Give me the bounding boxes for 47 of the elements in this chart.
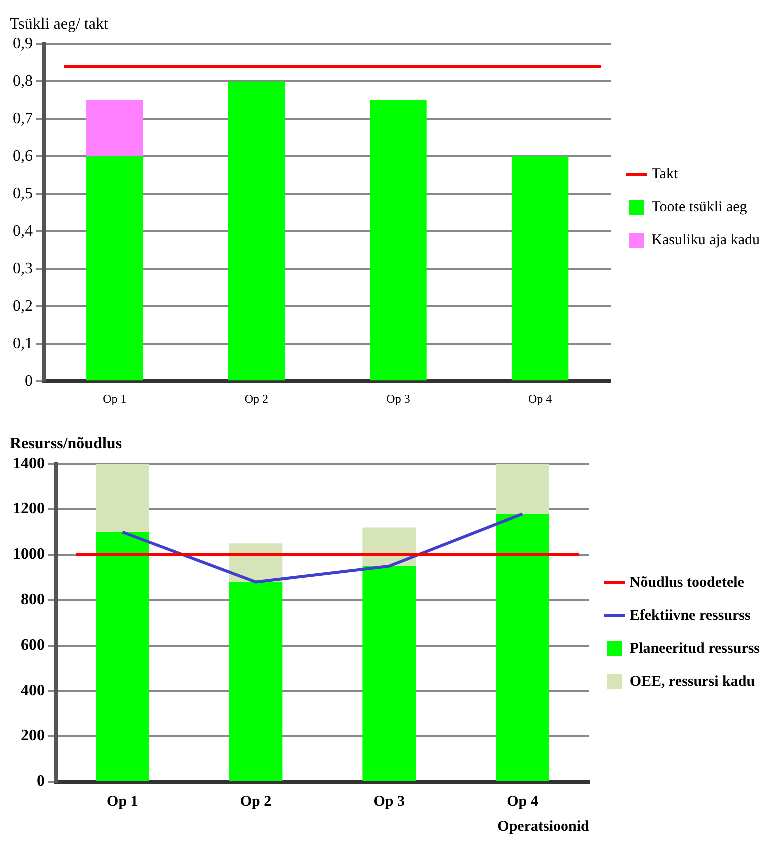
y-tick-label: 0 bbox=[25, 372, 33, 390]
bar bbox=[96, 464, 150, 532]
bar bbox=[96, 532, 150, 781]
y-tick-label: 600 bbox=[21, 636, 45, 654]
legend-label: Takt bbox=[652, 166, 679, 182]
legend-label: OEE, ressursi kadu bbox=[630, 674, 756, 690]
bar bbox=[362, 566, 416, 781]
y-tick-label: 0,3 bbox=[13, 260, 33, 278]
x-tick-label: Op 2 bbox=[244, 392, 269, 406]
x-tick-label: Op 4 bbox=[528, 392, 552, 406]
bar bbox=[496, 514, 550, 781]
y-tick-label: 0,2 bbox=[13, 298, 33, 315]
bar bbox=[86, 156, 144, 381]
x-axis-title: Operatsioonid bbox=[498, 818, 590, 835]
y-tick-label: 0,9 bbox=[13, 35, 33, 52]
y-tick-label: 200 bbox=[21, 728, 45, 745]
y-axis-title: Resurss/nõudlus bbox=[10, 436, 122, 453]
bar bbox=[228, 82, 286, 381]
x-tick-label: Op 3 bbox=[386, 392, 410, 406]
y-tick-label: 1400 bbox=[13, 455, 45, 472]
legend-label: Nõudlus toodetele bbox=[630, 574, 745, 591]
legend-label: Planeeritud ressurss bbox=[630, 640, 760, 657]
x-tick-label: Op 1 bbox=[107, 794, 138, 810]
bar bbox=[512, 156, 569, 381]
legend-label: Kasuliku aja kadu bbox=[652, 232, 760, 248]
y-tick-label: 0 bbox=[37, 773, 45, 790]
x-tick-label: Op 2 bbox=[240, 794, 272, 810]
y-tick-label: 0,8 bbox=[13, 72, 33, 90]
legend-label: Efektiivne ressurss bbox=[630, 608, 751, 624]
y-tick-label: 0,1 bbox=[13, 335, 33, 352]
y-axis-title: Tsükli aeg/ takt bbox=[10, 16, 109, 33]
bar bbox=[229, 582, 283, 781]
y-tick-label: 1200 bbox=[13, 500, 45, 518]
y-tick-label: 0,6 bbox=[13, 148, 33, 165]
y-tick-label: 800 bbox=[21, 592, 45, 609]
x-tick-label: Op 4 bbox=[507, 794, 539, 810]
y-tick-label: 1000 bbox=[13, 546, 45, 564]
bar bbox=[496, 464, 550, 514]
y-tick-label: 400 bbox=[21, 682, 45, 700]
y-tick-label: 0,5 bbox=[13, 185, 33, 202]
x-tick-label: Op 3 bbox=[374, 794, 405, 810]
y-tick-label: 0,7 bbox=[13, 110, 33, 128]
y-tick-label: 0,4 bbox=[13, 222, 33, 240]
bar bbox=[86, 100, 144, 157]
bar bbox=[370, 100, 427, 381]
legend-label: Toote tsükli aeg bbox=[652, 199, 748, 216]
x-tick-label: Op 1 bbox=[103, 392, 127, 406]
